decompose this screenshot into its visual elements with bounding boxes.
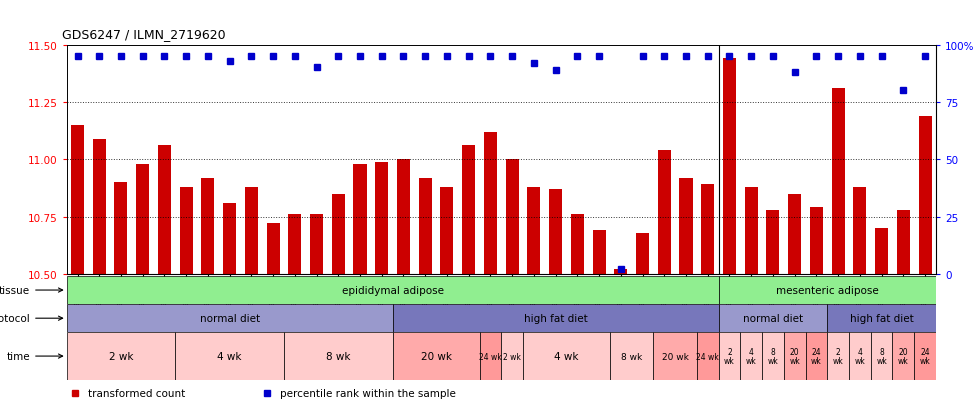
Bar	[718, 332, 740, 380]
Text: transformed count: transformed count	[88, 388, 185, 398]
Text: protocol: protocol	[0, 313, 63, 323]
Bar	[679, 178, 693, 274]
Bar	[93, 139, 106, 274]
Bar	[897, 210, 909, 274]
Bar	[506, 160, 518, 274]
Text: 8 wk: 8 wk	[621, 352, 642, 361]
Bar	[702, 185, 714, 274]
Bar	[502, 332, 523, 380]
Bar	[158, 146, 171, 274]
Text: tissue: tissue	[0, 285, 63, 295]
Text: epididymal adipose: epididymal adipose	[342, 285, 444, 295]
Bar	[418, 178, 432, 274]
Bar	[484, 133, 497, 274]
Bar	[875, 228, 888, 274]
Bar	[310, 215, 323, 274]
Bar	[71, 126, 84, 274]
Text: 4 wk: 4 wk	[555, 351, 579, 361]
Bar	[740, 332, 762, 380]
Bar	[809, 208, 823, 274]
Bar	[354, 164, 367, 274]
Bar	[697, 332, 718, 380]
Bar	[784, 332, 806, 380]
Bar	[914, 332, 936, 380]
Text: mesenteric adipose: mesenteric adipose	[776, 285, 879, 295]
Bar	[332, 194, 345, 274]
Bar	[658, 151, 670, 274]
Bar	[440, 187, 454, 274]
Text: 2 wk: 2 wk	[503, 352, 521, 361]
Bar	[393, 332, 479, 380]
Bar	[393, 304, 718, 332]
Bar	[67, 276, 718, 304]
Bar	[718, 304, 827, 332]
Text: 8
wk: 8 wk	[767, 348, 778, 365]
Text: percentile rank within the sample: percentile rank within the sample	[279, 388, 456, 398]
Text: 24
wk: 24 wk	[919, 348, 930, 365]
Bar	[718, 276, 936, 304]
Bar	[918, 116, 932, 274]
Bar	[397, 160, 410, 274]
Text: time: time	[7, 351, 63, 361]
Text: 4
wk: 4 wk	[855, 348, 865, 365]
Text: 2
wk: 2 wk	[833, 348, 844, 365]
Text: high fat diet: high fat diet	[523, 313, 587, 323]
Bar	[527, 187, 540, 274]
Bar	[523, 332, 610, 380]
Bar	[654, 332, 697, 380]
Bar	[67, 332, 175, 380]
Bar	[893, 332, 914, 380]
Bar	[175, 332, 284, 380]
Bar	[284, 332, 393, 380]
Bar	[136, 164, 149, 274]
Bar	[223, 203, 236, 274]
Text: 8 wk: 8 wk	[326, 351, 351, 361]
Text: 20 wk: 20 wk	[662, 352, 689, 361]
Bar	[827, 304, 936, 332]
Bar	[479, 332, 502, 380]
Text: 20
wk: 20 wk	[898, 348, 908, 365]
Text: 20 wk: 20 wk	[420, 351, 452, 361]
Bar	[762, 332, 784, 380]
Bar	[766, 210, 779, 274]
Bar	[636, 233, 649, 274]
Bar	[549, 190, 563, 274]
Text: 2 wk: 2 wk	[109, 351, 133, 361]
Text: GDS6247 / ILMN_2719620: GDS6247 / ILMN_2719620	[62, 28, 225, 41]
Bar	[67, 304, 393, 332]
Text: normal diet: normal diet	[200, 313, 260, 323]
Bar	[179, 187, 193, 274]
Bar	[610, 332, 654, 380]
Bar	[854, 187, 866, 274]
Bar	[375, 162, 388, 274]
Text: high fat diet: high fat diet	[850, 313, 913, 323]
Text: 4
wk: 4 wk	[746, 348, 757, 365]
Text: normal diet: normal diet	[743, 313, 803, 323]
Bar	[570, 215, 584, 274]
Bar	[849, 332, 870, 380]
Bar	[745, 187, 758, 274]
Bar	[723, 59, 736, 274]
Text: 4 wk: 4 wk	[218, 351, 242, 361]
Bar	[593, 231, 606, 274]
Bar	[201, 178, 215, 274]
Bar	[463, 146, 475, 274]
Text: 24
wk: 24 wk	[811, 348, 822, 365]
Text: 24 wk: 24 wk	[697, 352, 719, 361]
Bar	[788, 194, 802, 274]
Bar	[827, 332, 849, 380]
Text: 20
wk: 20 wk	[789, 348, 800, 365]
Bar	[832, 89, 845, 274]
Bar	[806, 332, 827, 380]
Bar	[614, 270, 627, 274]
Bar	[115, 183, 127, 274]
Bar	[267, 224, 279, 274]
Bar	[245, 187, 258, 274]
Text: 2
wk: 2 wk	[724, 348, 735, 365]
Bar	[870, 332, 893, 380]
Text: 8
wk: 8 wk	[876, 348, 887, 365]
Bar	[288, 215, 301, 274]
Text: 24 wk: 24 wk	[479, 352, 502, 361]
